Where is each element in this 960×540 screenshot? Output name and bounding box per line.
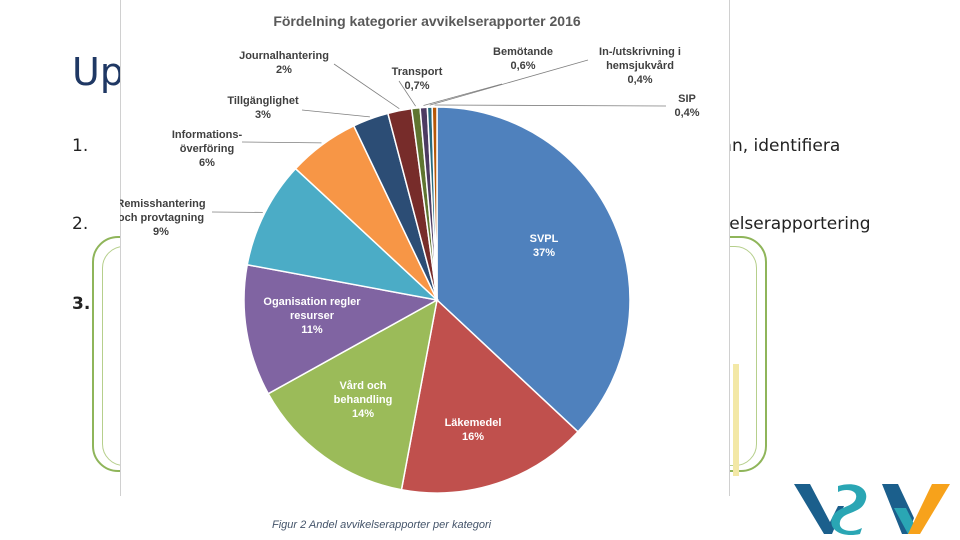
pie-chart: Fördelning kategorier avvikelserapporter…: [120, 13, 700, 494]
bullet-2-number: 2.: [72, 214, 89, 234]
logo-teal-v: [894, 508, 914, 534]
leader-line-sip: [434, 104, 667, 107]
data-label-journalhantering: Journalhantering 2%: [239, 50, 329, 76]
leader-line-informationsoverforing: [241, 141, 322, 144]
leader-line-transport: [398, 80, 416, 107]
data-label-informationsoverforing: Informations-överföring 6%: [172, 129, 243, 169]
pie-slice-lakemedel: [400, 298, 580, 494]
data-label-transport: Transport 0,7%: [392, 66, 443, 92]
data-label-bemotande: Bemötande 0,6%: [493, 46, 553, 72]
pie-slice-sip: [431, 106, 438, 301]
leader-line-in-utskrivning-i-hemsjukvard: [429, 59, 589, 106]
data-label-organisation-regler-resurser: Oganisation regler resurser 11%: [263, 296, 361, 336]
leader-line-journalhantering: [333, 63, 400, 110]
logo-teal-swirl: [831, 484, 867, 536]
pie-slice-organisation-regler-resurser: [243, 263, 440, 395]
logo-orange-v: [908, 484, 950, 534]
data-label-lakemedel: Läkemedel 16%: [445, 417, 502, 443]
leader-line-tillganglighet: [301, 109, 370, 118]
pie-slice-vard-och-behandling: [267, 298, 439, 491]
slide-title: Up: [72, 50, 124, 94]
yellow-accent-strip: [733, 364, 739, 476]
bullet-1-number: 1.: [72, 136, 89, 156]
region-logo: [794, 484, 950, 536]
pie-slice-remisshantering-och-provtagning: [246, 167, 440, 302]
data-label-sip: SIP 0,4%: [674, 93, 699, 119]
chart-title: Fördelning kategorier avvikelserapporter…: [273, 13, 581, 29]
data-label-svpl: SVPL 37%: [530, 233, 559, 259]
bullet-1-text: rkan, identifiera: [705, 136, 841, 156]
figure-caption: Figur 2 Andel avvikelserapporter per kat…: [272, 519, 492, 531]
data-label-remisshantering-och-provtagning: Remisshantering och provtagning 9%: [120, 198, 206, 238]
data-label-in-utskrivning-i-hemsjukvard: In-/utskrivning i hemsjukvård 0,4%: [599, 46, 681, 86]
data-label-tillganglighet: Tillgänglighet 3%: [227, 95, 299, 121]
bullet-3-number: 3.: [72, 294, 91, 314]
bullet-2-text: kelserapportering: [720, 214, 871, 234]
data-label-vard-och-behandling: Vård och behandling 14%: [334, 380, 393, 420]
leader-line-bemotande: [423, 83, 503, 106]
pie-slice-svpl: [436, 106, 631, 433]
